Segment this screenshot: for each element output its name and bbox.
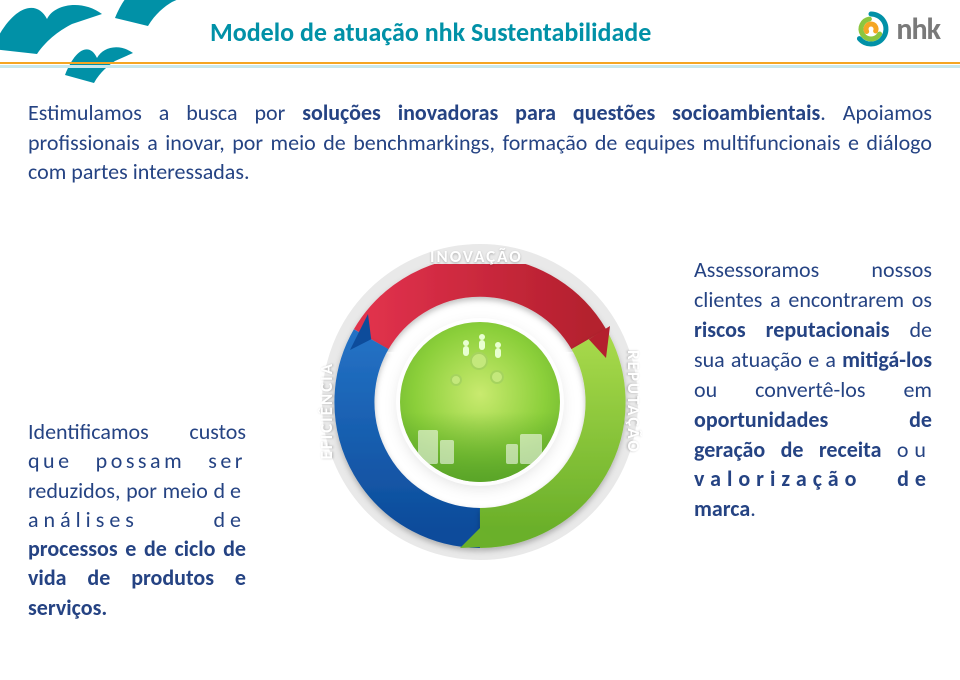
intro-paragraph: Estimulamos a busca por soluções inovado…	[28, 98, 932, 187]
logo-text: nhk	[896, 11, 940, 48]
page-header: Modelo de atuação nhk Sustentabilidade	[0, 0, 960, 64]
ring-diagram: INOVAÇÃO EFICIÊNCIA REPUTAÇÃO	[310, 232, 650, 572]
left-p1: Identificamos custos	[28, 418, 246, 445]
intro-bold-a: soluções inovadoras para questões socioa…	[302, 99, 820, 126]
ring-label-right: REPUTAÇÃO	[623, 350, 644, 454]
divider-orange	[0, 62, 960, 64]
right-column-text: Assessoramos nossos clientes a encontrar…	[694, 255, 932, 524]
brand-logo: nhk	[852, 10, 940, 48]
left-column-text: Identificamos custos que possam ser redu…	[28, 417, 246, 622]
logo-mark-icon	[852, 10, 890, 48]
intro-text-a: Estimulamos a busca por	[28, 99, 302, 126]
left-p3: reduzidos, por meio	[28, 477, 213, 504]
page-title: Modelo de atuação nhk Sustentabilidade	[210, 16, 651, 48]
content-area: Identificamos custos que possam ser redu…	[0, 187, 960, 677]
ring-label-left: EFICIÊNCIA	[316, 362, 337, 459]
globe-illustration	[400, 322, 560, 482]
left-p5: processos e de ciclo de vida de produtos…	[28, 535, 246, 621]
divider-teal	[0, 65, 960, 68]
ring-label-top: INOVAÇÃO	[430, 246, 523, 267]
